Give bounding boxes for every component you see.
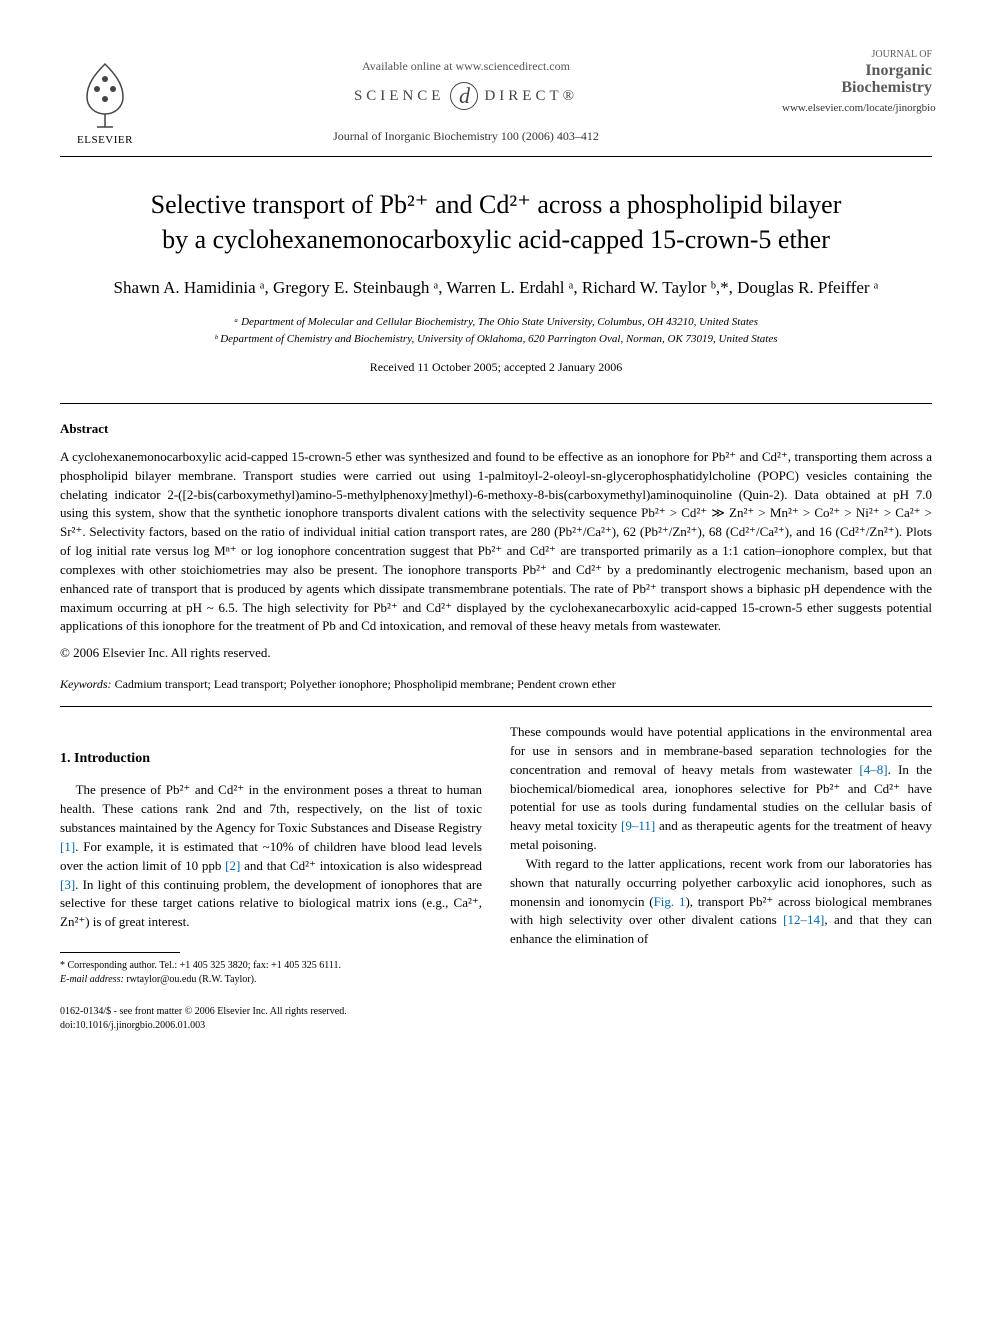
column-right: These compounds would have potential app… bbox=[510, 723, 932, 1033]
affiliation-b: ᵇ Department of Chemistry and Biochemist… bbox=[60, 331, 932, 348]
doi-line: doi:10.1016/j.jinorgbio.2006.01.003 bbox=[60, 1019, 482, 1033]
p1-a: The presence of Pb²⁺ and Cd²⁺ in the env… bbox=[60, 782, 482, 835]
section-1-heading: 1. Introduction bbox=[60, 749, 482, 769]
sd-at-icon: d bbox=[450, 82, 478, 110]
p1-c: and that Cd²⁺ intoxication is also wides… bbox=[240, 858, 482, 873]
body-columns: 1. Introduction The presence of Pb²⁺ and… bbox=[60, 723, 932, 1033]
intro-paragraph-1-cont: These compounds would have potential app… bbox=[510, 723, 932, 855]
header-center: Available online at www.sciencedirect.co… bbox=[150, 48, 782, 144]
intro-paragraph-1: The presence of Pb²⁺ and Cd²⁺ in the env… bbox=[60, 781, 482, 932]
intro-paragraph-2: With regard to the latter applications, … bbox=[510, 855, 932, 949]
journal-logo-line2: Biochemistry bbox=[782, 79, 932, 97]
elsevier-tree-icon bbox=[75, 59, 135, 129]
column-left: 1. Introduction The presence of Pb²⁺ and… bbox=[60, 723, 482, 1033]
issn-line: 0162-0134/$ - see front matter © 2006 El… bbox=[60, 1005, 482, 1019]
title-line1: Selective transport of Pb²⁺ and Cd²⁺ acr… bbox=[151, 190, 842, 219]
journal-header: ELSEVIER Available online at www.science… bbox=[60, 48, 932, 148]
keywords-body: Cadmium transport; Lead transport; Polye… bbox=[112, 677, 616, 691]
abstract-heading: Abstract bbox=[60, 420, 932, 438]
article-title: Selective transport of Pb²⁺ and Cd²⁺ acr… bbox=[60, 187, 932, 257]
sciencedirect-logo: SCIENCE d DIRECT® bbox=[150, 82, 782, 110]
journal-logo-line1: Inorganic bbox=[782, 62, 932, 80]
abstract-top-rule bbox=[60, 403, 932, 404]
footnote-email: rwtaylor@ou.edu (R.W. Taylor). bbox=[124, 974, 257, 985]
front-matter-meta: 0162-0134/$ - see front matter © 2006 El… bbox=[60, 1005, 482, 1033]
publisher-logo: ELSEVIER bbox=[60, 48, 150, 148]
header-rule bbox=[60, 156, 932, 157]
p1-d: . In light of this continuing problem, t… bbox=[60, 877, 482, 930]
footnote-email-line: E-mail address: rwtaylor@ou.edu (R.W. Ta… bbox=[60, 973, 482, 987]
sd-left: SCIENCE bbox=[354, 86, 445, 106]
footnote-rule bbox=[60, 952, 180, 953]
ref-link-4-8[interactable]: [4–8] bbox=[859, 762, 887, 777]
affiliation-a: ᵃ Department of Molecular and Cellular B… bbox=[60, 314, 932, 331]
article-dates: Received 11 October 2005; accepted 2 Jan… bbox=[60, 359, 932, 375]
ref-link-3[interactable]: [3] bbox=[60, 877, 75, 892]
abstract-bottom-rule bbox=[60, 706, 932, 707]
journal-url: www.elsevier.com/locate/jinorgbio bbox=[782, 101, 932, 116]
journal-reference: Journal of Inorganic Biochemistry 100 (2… bbox=[150, 128, 782, 144]
copyright-line: © 2006 Elsevier Inc. All rights reserved… bbox=[60, 644, 932, 662]
journal-logo-prefix: JOURNAL OF bbox=[782, 48, 932, 62]
authors: Shawn A. Hamidinia ᵃ, Gregory E. Steinba… bbox=[60, 277, 932, 300]
ref-link-12-14[interactable]: [12–14] bbox=[783, 912, 824, 927]
fig-link-1[interactable]: Fig. 1 bbox=[654, 894, 686, 909]
ref-link-2[interactable]: [2] bbox=[225, 858, 240, 873]
ref-link-9-11[interactable]: [9–11] bbox=[621, 818, 655, 833]
available-online-text: Available online at www.sciencedirect.co… bbox=[150, 58, 782, 74]
keywords: Keywords: Cadmium transport; Lead transp… bbox=[60, 676, 932, 692]
ref-link-1[interactable]: [1] bbox=[60, 839, 75, 854]
sd-right: DIRECT® bbox=[484, 86, 578, 106]
abstract-body: A cyclohexanemonocarboxylic acid-capped … bbox=[60, 448, 932, 636]
journal-logo: JOURNAL OF Inorganic Biochemistry www.el… bbox=[782, 48, 932, 116]
publisher-name: ELSEVIER bbox=[77, 133, 133, 148]
corresponding-author-footnote: * Corresponding author. Tel.: +1 405 325… bbox=[60, 959, 482, 987]
footnote-email-label: E-mail address: bbox=[60, 974, 124, 985]
title-line2: by a cyclohexanemonocarboxylic acid-capp… bbox=[162, 225, 830, 254]
affiliations: ᵃ Department of Molecular and Cellular B… bbox=[60, 314, 932, 347]
footnote-corr: * Corresponding author. Tel.: +1 405 325… bbox=[60, 959, 482, 973]
keywords-label: Keywords: bbox=[60, 677, 112, 691]
